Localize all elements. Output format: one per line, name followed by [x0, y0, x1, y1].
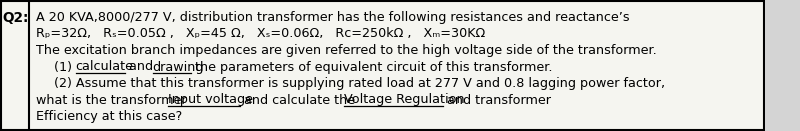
- Text: (2) Assume that this transformer is supplying rated load at 277 V and 0.8 laggin: (2) Assume that this transformer is supp…: [54, 77, 665, 90]
- Bar: [1, 1, 29, 130]
- Text: (1): (1): [54, 61, 75, 73]
- Text: A 20 KVA,8000/277 V, distribution transformer has the following resistances and : A 20 KVA,8000/277 V, distribution transf…: [36, 11, 630, 24]
- Text: drawing: drawing: [153, 61, 204, 73]
- Text: Voltage Regulation: Voltage Regulation: [345, 94, 465, 107]
- Text: and: and: [125, 61, 158, 73]
- Text: The excitation branch impedances are given referred to the high voltage side of : The excitation branch impedances are giv…: [36, 44, 657, 57]
- Text: Q2:: Q2:: [3, 11, 30, 25]
- Text: and transformer: and transformer: [443, 94, 551, 107]
- Text: Rₚ=32Ω,   Rₛ=0.05Ω ,   Xₚ=45 Ω,   Xₛ=0.06Ω,   Rᴄ=250kΩ ,   Xₘ=30KΩ: Rₚ=32Ω, Rₛ=0.05Ω , Xₚ=45 Ω, Xₛ=0.06Ω, Rᴄ…: [36, 28, 486, 40]
- Text: Efficiency at this case?: Efficiency at this case?: [36, 110, 182, 123]
- Text: Input voltage: Input voltage: [169, 94, 254, 107]
- Text: and calculate the: and calculate the: [240, 94, 359, 107]
- Text: calculate: calculate: [75, 61, 134, 73]
- Text: what is the transformer: what is the transformer: [36, 94, 191, 107]
- Text: the parameters of equivalent circuit of this transformer.: the parameters of equivalent circuit of …: [191, 61, 553, 73]
